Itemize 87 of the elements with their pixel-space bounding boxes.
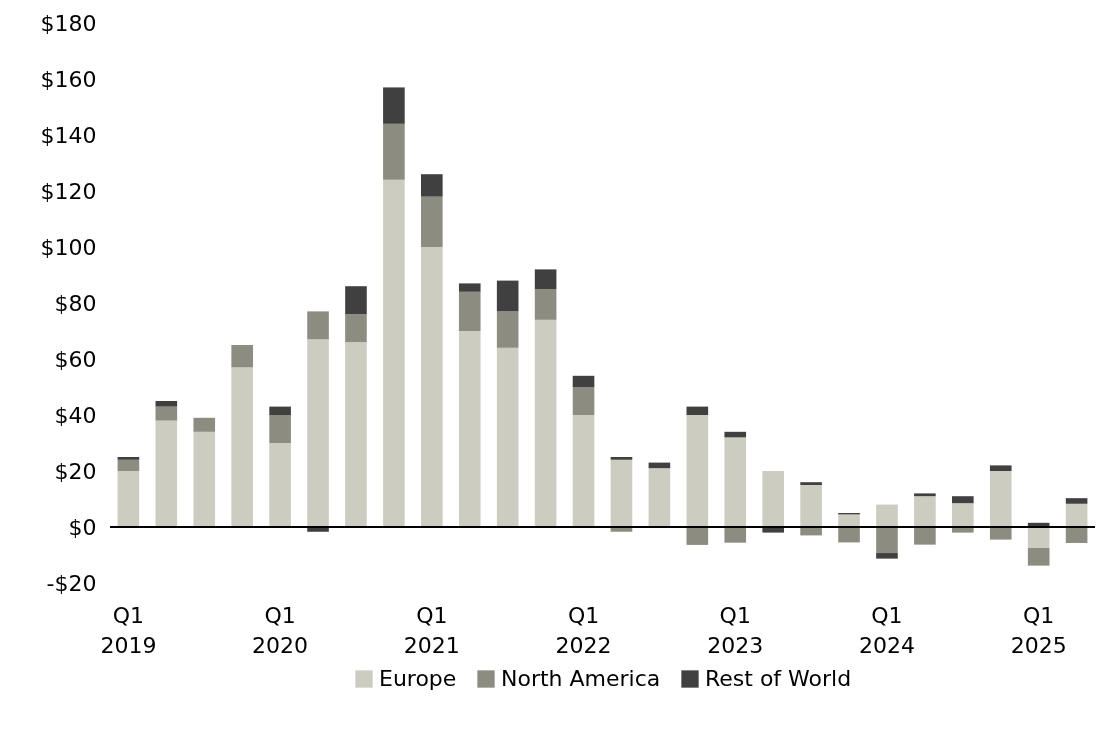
bar [231,367,253,527]
y-tick-label: $60 [54,346,97,372]
bar [345,342,367,527]
bar [572,415,595,527]
bar [269,443,291,527]
y-tick-label: $20 [54,458,97,484]
bar [383,123,405,180]
x-tick-label: Q1 2020 [252,602,309,658]
bar [572,375,595,387]
x-tick-label: Q1 2022 [555,602,612,658]
bar [724,431,747,438]
legend-label: Europe [379,666,457,691]
bar [117,459,140,471]
legend-label: Rest of World [705,666,852,691]
bar [155,420,178,527]
bar [345,314,367,343]
bar [269,406,291,415]
bar [117,457,140,460]
y-tick-label: $0 [68,514,97,540]
y-tick-label: $80 [54,290,97,316]
bar [876,504,898,527]
bar [838,527,860,543]
bar [1065,498,1088,504]
x-tick-label: Q1 2019 [100,602,157,658]
bar [421,196,443,247]
bar [534,289,557,320]
bar [534,269,557,289]
y-tick-label: -$20 [46,570,97,596]
bar [876,553,898,559]
legend-label: North America [501,666,661,691]
bar [458,283,481,292]
bar [534,319,557,527]
bar [458,331,481,527]
bar [838,514,860,527]
bar [724,437,747,527]
bar [1027,527,1050,548]
bar [610,459,633,527]
bar [876,527,898,554]
bar [800,482,822,485]
bar [496,347,519,527]
bar [572,387,595,415]
bar [914,493,936,497]
x-tick-label: Q1 2021 [403,602,460,658]
bar [193,417,216,432]
bar [155,401,178,407]
x-tick-label: Q1 2023 [707,602,764,658]
bar [458,291,481,331]
bar [421,174,443,197]
y-tick-label: $180 [40,10,97,36]
bar [345,286,367,315]
x-tick-label: Q1 2024 [858,602,915,658]
bar [231,345,253,368]
bar [307,311,329,340]
bar [686,527,709,545]
y-tick-label: $160 [40,66,97,92]
bar [383,87,405,124]
y-tick-label: $40 [54,402,97,428]
y-tick-label: $100 [40,234,97,260]
bar [914,496,936,527]
bar [914,527,936,545]
bar [989,471,1012,527]
bar [989,465,1012,471]
x-tick-label: Q1 2025 [1010,602,1067,658]
bar [155,406,178,421]
bar [724,527,747,543]
bar [307,339,329,527]
bar [686,406,709,415]
bar [952,503,974,527]
bar [610,457,633,460]
bar [1065,527,1088,543]
bar [762,471,784,527]
bar [800,485,822,527]
y-tick-label: $120 [40,178,97,204]
bar [648,468,671,527]
bar [383,179,405,527]
bar [496,311,519,348]
y-tick-label: $140 [40,122,97,148]
bar [496,280,519,312]
bar [989,527,1012,540]
bar [952,496,974,504]
bar [1027,548,1050,566]
bar [193,431,216,527]
bar [1065,503,1088,527]
bar [269,415,291,443]
bar [117,471,140,527]
bar [421,247,443,527]
bar [686,415,709,527]
